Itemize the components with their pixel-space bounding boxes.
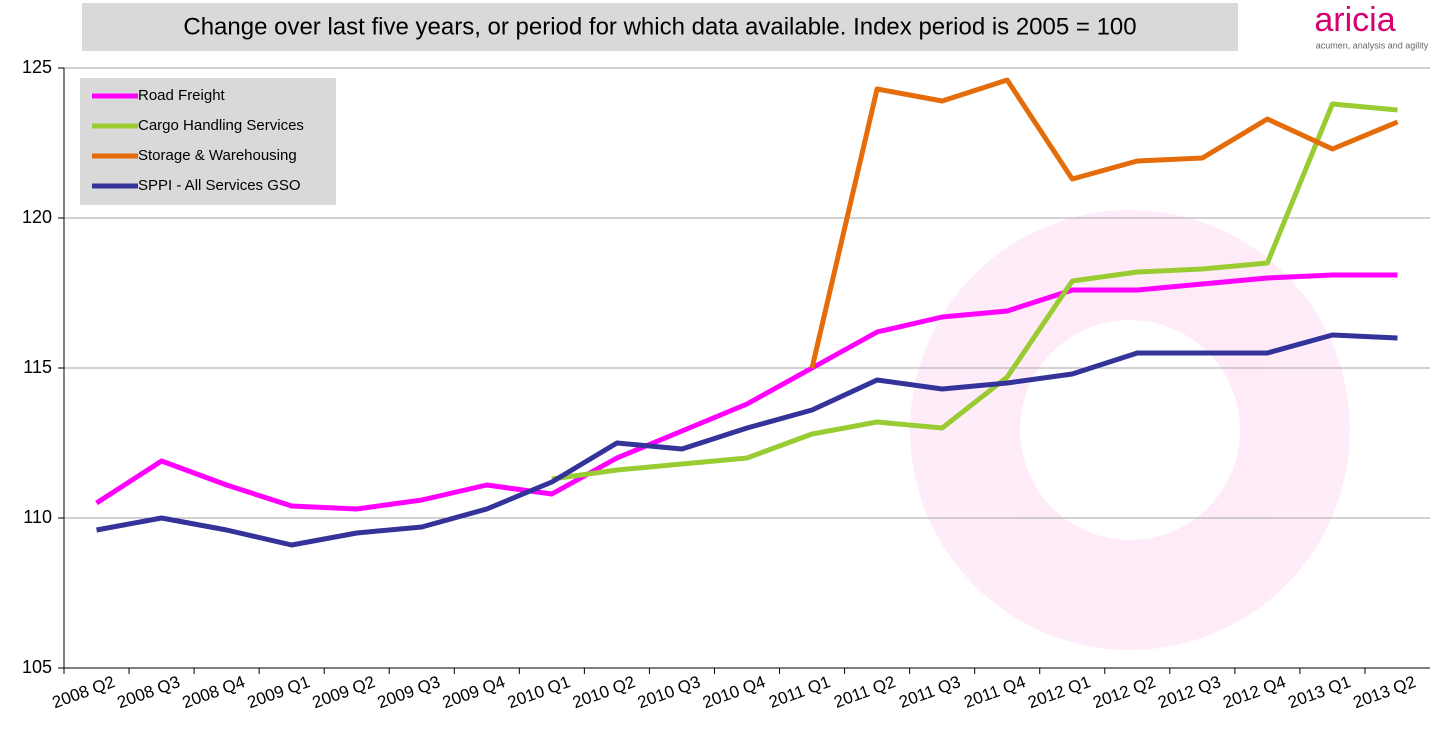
x-tick-label: 2011 Q3 (896, 672, 963, 712)
x-tick-label: 2008 Q2 (50, 672, 118, 712)
page: {"chart_data": {"type": "line", "title":… (0, 0, 1432, 731)
x-tick-label: 2011 Q4 (961, 672, 1028, 712)
x-tick-label: 2009 Q2 (310, 672, 378, 712)
x-tick-label: 2012 Q3 (1155, 672, 1223, 712)
y-tick-label: 105 (22, 657, 52, 677)
x-tick-label: 2011 Q1 (766, 672, 833, 712)
y-tick-label: 125 (22, 57, 52, 77)
y-tick-label: 115 (23, 357, 52, 377)
x-tick-label: 2009 Q3 (375, 672, 443, 712)
x-tick-label: 2013 Q2 (1351, 672, 1419, 712)
legend-label: Cargo Handling Services (138, 117, 304, 134)
chart-title: Change over last five years, or period f… (183, 13, 1136, 40)
x-tick-label: 2010 Q1 (505, 672, 573, 712)
x-tick-label: 2009 Q1 (245, 672, 313, 712)
y-tick-label: 120 (22, 207, 52, 227)
x-tick-label: 2012 Q1 (1025, 672, 1093, 712)
legend-label: Storage & Warehousing (138, 147, 297, 164)
y-tick-label: 110 (23, 507, 52, 527)
chart: Change over last five years, or period f… (0, 0, 1432, 731)
logo-name: aricia (1314, 1, 1395, 39)
x-tick-label: 2008 Q4 (180, 672, 248, 712)
x-tick-label: 2010 Q2 (570, 672, 638, 712)
legend-label: SPPI - All Services GSO (138, 177, 301, 194)
legend-label: Road Freight (138, 87, 226, 104)
x-tick-label: 2010 Q4 (700, 672, 768, 712)
x-tick-label: 2013 Q1 (1286, 672, 1354, 712)
x-tick-label: 2011 Q2 (831, 672, 898, 712)
logo-tagline: acumen, analysis and agility (1316, 40, 1429, 50)
x-tick-label: 2012 Q4 (1220, 672, 1288, 712)
x-tick-label: 2008 Q3 (115, 672, 183, 712)
x-tick-label: 2012 Q2 (1090, 672, 1158, 712)
x-tick-label: 2010 Q3 (635, 672, 703, 712)
x-tick-label: 2009 Q4 (440, 672, 508, 712)
